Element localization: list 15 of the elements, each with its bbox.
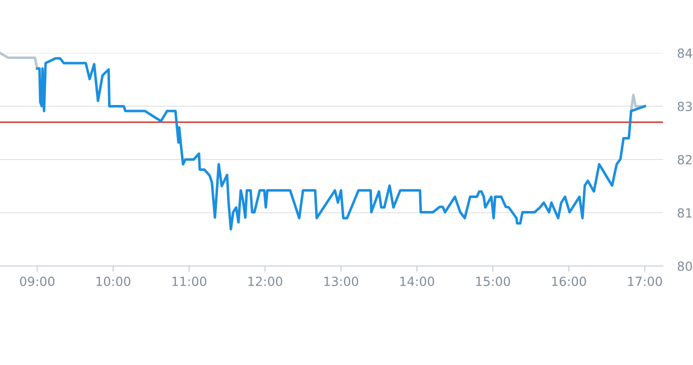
x-tick-label: 17:00 [628, 276, 662, 286]
x-tick-label: 09:00 [20, 276, 54, 286]
x-tick-label: 15:00 [476, 276, 510, 286]
x-tick-label: 14:00 [400, 276, 434, 286]
y-tick-label: 82 [678, 154, 692, 164]
y-tick-label: 81 [678, 208, 692, 218]
x-tick-label: 16:00 [552, 276, 586, 286]
x-tick-label: 12:00 [248, 276, 282, 286]
y-tick-label: 80 [678, 261, 692, 271]
line-series [36, 57, 646, 231]
x-tick-label: 10:00 [96, 276, 130, 286]
y-tick-label: 83 [678, 102, 692, 112]
x-tick-label: 11:00 [172, 276, 206, 286]
y-tick-label: 84 [678, 48, 692, 58]
x-tick-label: 13:00 [324, 276, 358, 286]
